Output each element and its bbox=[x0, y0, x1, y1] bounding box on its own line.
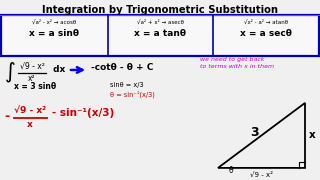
Text: x = a sinθ: x = a sinθ bbox=[29, 29, 79, 38]
Text: √9 - x²: √9 - x² bbox=[14, 106, 46, 115]
Text: Integration by Trigonometric Substitution: Integration by Trigonometric Substitutio… bbox=[42, 5, 278, 15]
Text: θ = sin⁻¹(x/3): θ = sin⁻¹(x/3) bbox=[110, 91, 155, 98]
Text: √x² - a² → atanθ: √x² - a² → atanθ bbox=[244, 19, 288, 24]
Text: - sin⁻¹(x/3): - sin⁻¹(x/3) bbox=[52, 108, 114, 118]
Text: √a² + x² → asecθ: √a² + x² → asecθ bbox=[137, 19, 183, 24]
Text: to terms with x in them: to terms with x in them bbox=[200, 64, 274, 69]
Text: -: - bbox=[4, 110, 9, 123]
Text: x = 3 sinθ: x = 3 sinθ bbox=[14, 82, 56, 91]
Text: x²: x² bbox=[28, 74, 36, 83]
Text: x = a tanθ: x = a tanθ bbox=[134, 29, 186, 38]
Bar bbox=[1, 15, 319, 56]
Text: 3: 3 bbox=[250, 126, 259, 139]
Text: x = a secθ: x = a secθ bbox=[240, 29, 292, 38]
Text: -cotθ - θ + C: -cotθ - θ + C bbox=[91, 63, 153, 72]
Text: x: x bbox=[309, 130, 316, 140]
Text: dx: dx bbox=[50, 65, 65, 74]
Text: √a² - x² → acosθ: √a² - x² → acosθ bbox=[32, 19, 76, 24]
Text: √9 - x²: √9 - x² bbox=[20, 62, 44, 71]
Text: x: x bbox=[27, 120, 33, 129]
Text: sinθ = x/3: sinθ = x/3 bbox=[110, 82, 144, 88]
Text: √9 - x²: √9 - x² bbox=[250, 172, 273, 178]
Text: we need to get back: we need to get back bbox=[200, 57, 264, 62]
Text: ∫: ∫ bbox=[5, 62, 16, 82]
Text: θ: θ bbox=[229, 166, 234, 175]
